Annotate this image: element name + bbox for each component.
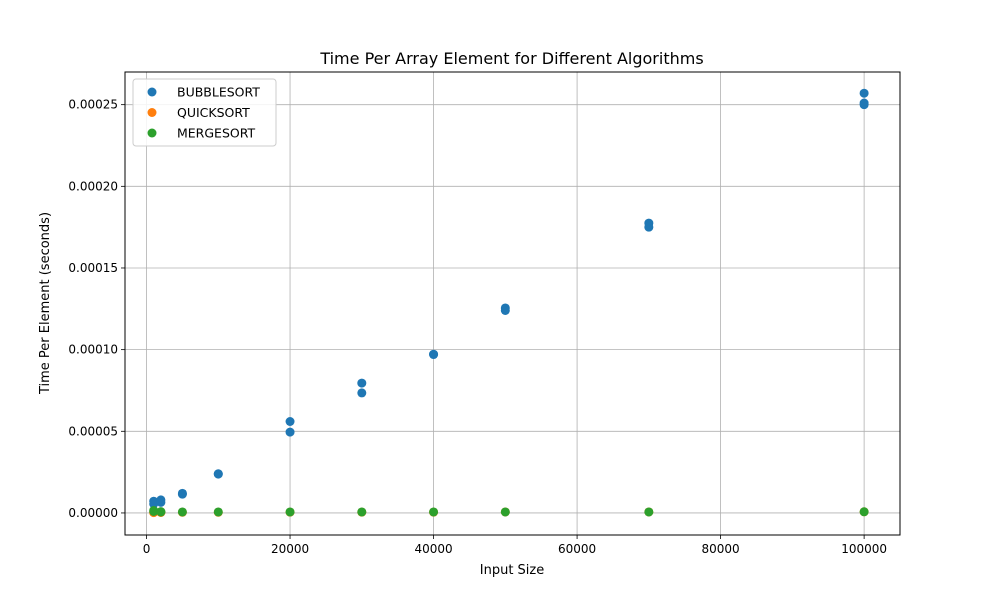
- y-tick-label: 0.00020: [68, 179, 118, 193]
- y-tick-label: 0.00005: [68, 424, 118, 438]
- x-tick-label: 80000: [702, 542, 740, 556]
- x-tick-label: 60000: [558, 542, 596, 556]
- legend-label-mergesort: MERGESORT: [177, 126, 256, 141]
- legend: BUBBLESORT QUICKSORT MERGESORT: [132, 78, 277, 147]
- bubblesort-point: [156, 497, 166, 507]
- legend-label-bubblesort: BUBBLESORT: [177, 85, 260, 100]
- bubblesort-point: [213, 469, 223, 479]
- mergesort-point: [859, 507, 869, 517]
- y-tick-label: 0.00010: [68, 343, 118, 357]
- x-axis-label: Input Size: [480, 563, 544, 578]
- plot-frame: [124, 71, 901, 536]
- legend-marker-mergesort: [147, 128, 157, 138]
- grid-lines: [125, 72, 900, 535]
- bubblesort-point: [357, 388, 367, 398]
- bubblesort-point: [859, 88, 869, 98]
- legend-items: BUBBLESORT QUICKSORT MERGESORT: [147, 85, 260, 141]
- data-points: [149, 88, 869, 518]
- y-tick-label: 0.00000: [68, 506, 118, 520]
- bubblesort-point: [177, 489, 187, 499]
- x-tick-label: 100000: [841, 542, 887, 556]
- y-tick-label: 0.00015: [68, 261, 118, 275]
- x-tick-label: 20000: [271, 542, 309, 556]
- bubblesort-point: [500, 305, 510, 315]
- bubblesort-point: [429, 350, 439, 360]
- bubblesort-point: [285, 416, 295, 426]
- mergesort-point: [285, 507, 295, 517]
- x-tick-label: 0: [143, 542, 151, 556]
- axis-ticks: 0 20000 40000 60000 80000 100000 0.00000 0.0000…: [68, 98, 887, 556]
- bubblesort-point: [859, 100, 869, 110]
- mergesort-point: [156, 507, 166, 517]
- mergesort-point: [357, 507, 367, 517]
- mergesort-point: [429, 507, 439, 517]
- chart-title: Time Per Array Element for Different Alg…: [319, 49, 703, 68]
- x-tick-label: 40000: [414, 542, 452, 556]
- bubblesort-point: [285, 427, 295, 437]
- mergesort-point: [213, 507, 223, 517]
- legend-label-quicksort: QUICKSORT: [177, 105, 250, 120]
- bubblesort-point: [357, 378, 367, 388]
- mergesort-point: [149, 506, 159, 516]
- mergesort-point: [644, 507, 654, 517]
- bubblesort-point: [149, 499, 159, 509]
- y-axis-label: Time Per Element (seconds): [38, 212, 53, 395]
- y-tick-label: 0.00025: [68, 98, 118, 112]
- legend-marker-bubblesort: [147, 87, 157, 97]
- mergesort-point: [177, 507, 187, 517]
- legend-marker-quicksort: [147, 108, 157, 117]
- bubblesort-point: [644, 222, 654, 232]
- mergesort-point: [500, 507, 510, 517]
- legend-box: [132, 78, 277, 147]
